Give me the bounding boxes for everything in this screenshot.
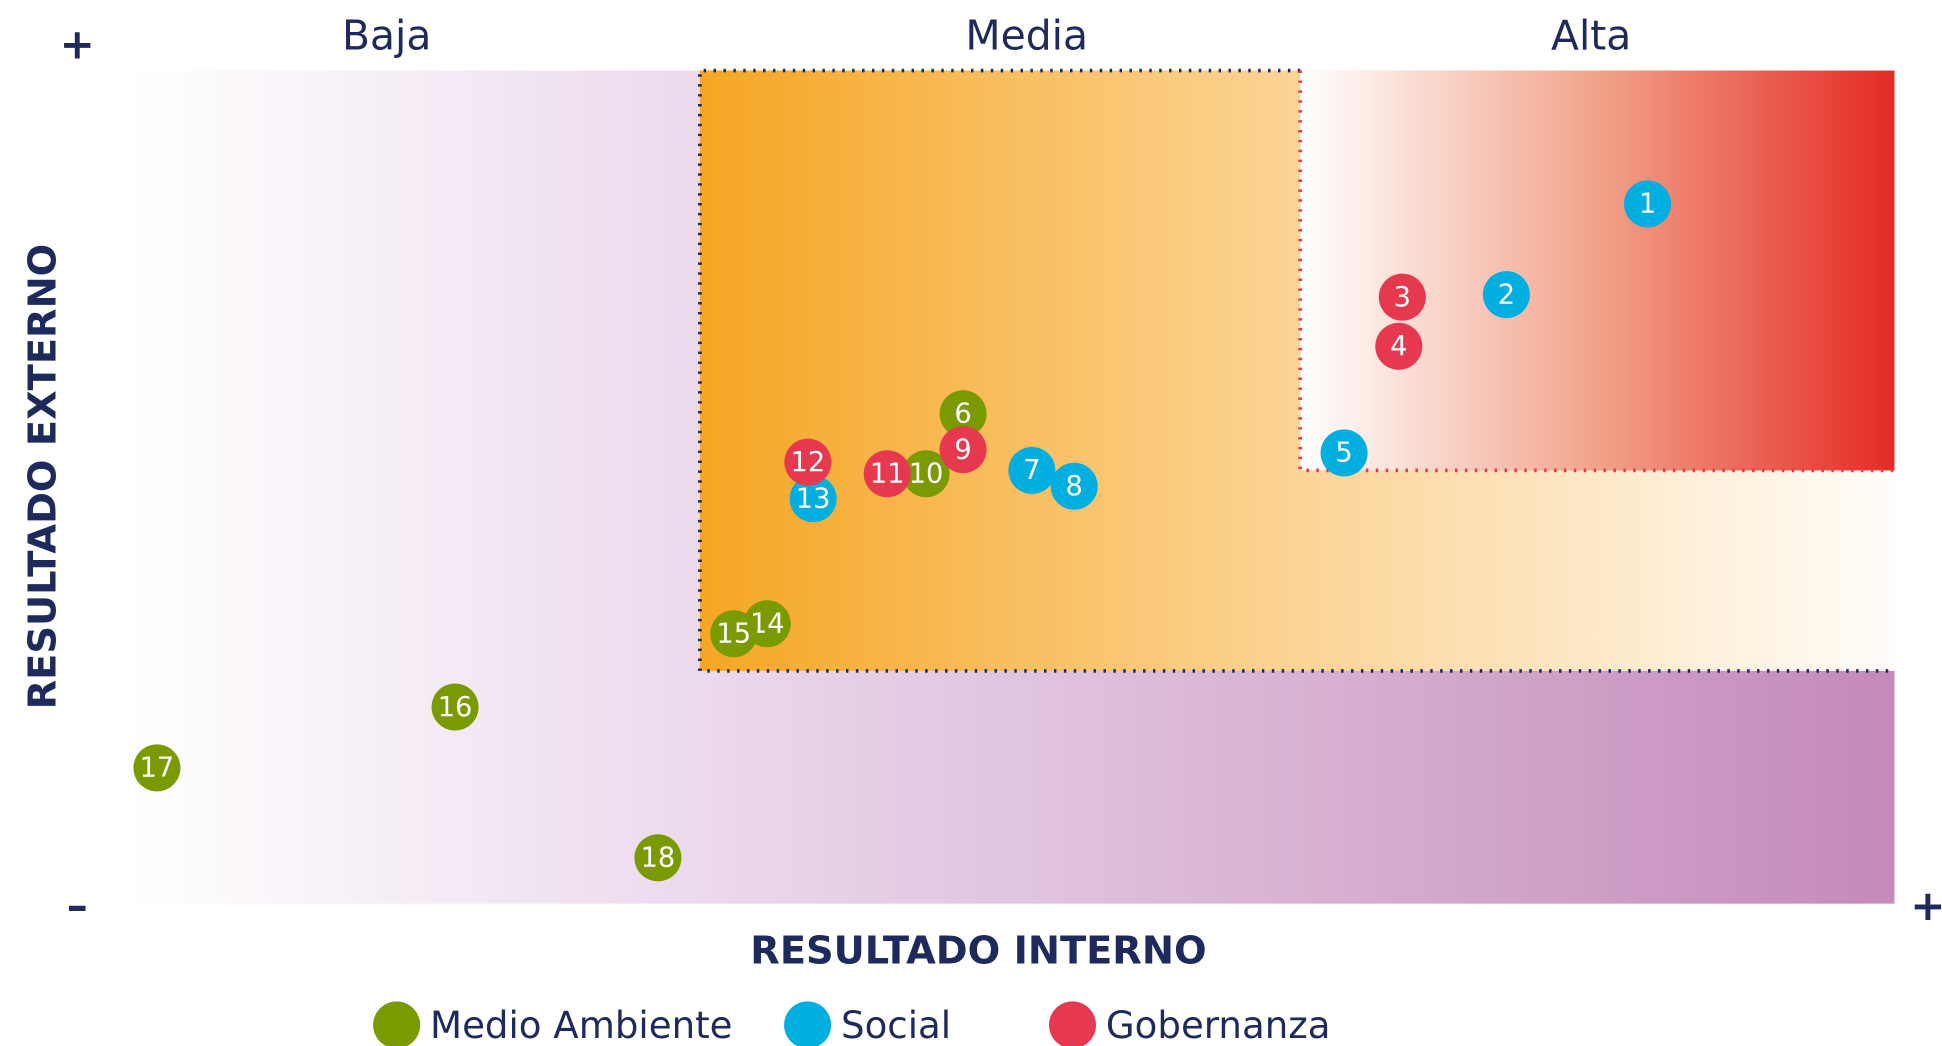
- point: [789, 475, 837, 523]
- legend-marker: [784, 1001, 832, 1046]
- axis-end: +: [1910, 881, 1942, 930]
- legend-marker: [1048, 1001, 1097, 1046]
- zone-label: Media: [965, 11, 1088, 59]
- point: [939, 426, 987, 474]
- point-label: 12: [791, 447, 826, 478]
- point-label: 2: [1498, 279, 1515, 310]
- point: [939, 390, 987, 438]
- point-label: 1: [1639, 189, 1656, 220]
- zone-medium: [699, 70, 1895, 671]
- zone-label: Alta: [1551, 11, 1631, 59]
- point: [1375, 322, 1423, 370]
- point-label: 8: [1066, 471, 1083, 502]
- point: [634, 834, 682, 882]
- point: [863, 450, 911, 498]
- legend-label: Social: [841, 1004, 951, 1046]
- point: [902, 450, 950, 498]
- legend-label: Medio Ambiente: [430, 1004, 732, 1046]
- zone-label: Baja: [342, 11, 431, 59]
- point-label: 7: [1023, 455, 1040, 486]
- point: [1320, 429, 1368, 477]
- zone-high: [1300, 70, 1895, 471]
- x-axis-label: RESULTADO INTERNO: [750, 929, 1206, 974]
- point: [710, 610, 758, 658]
- point-label: 16: [438, 692, 473, 723]
- point: [1482, 271, 1530, 319]
- point: [784, 438, 832, 486]
- point-label: 11: [870, 459, 905, 490]
- point: [1378, 273, 1426, 321]
- point-label: 18: [641, 843, 676, 874]
- axis-end: –: [67, 881, 88, 930]
- legend-label: Gobernanza: [1106, 1004, 1331, 1046]
- point: [133, 744, 181, 792]
- point: [431, 683, 479, 731]
- point-label: 17: [140, 753, 175, 784]
- point-label: 4: [1390, 331, 1407, 362]
- point-label: 13: [796, 484, 831, 515]
- legend-marker: [373, 1001, 421, 1046]
- point-label: 6: [954, 399, 971, 430]
- point-label: 5: [1335, 438, 1352, 469]
- point-label: 9: [954, 434, 971, 465]
- point-label: 3: [1394, 282, 1411, 313]
- point-label: 10: [909, 459, 944, 490]
- y-axis-label: RESULTADO EXTERNO: [21, 244, 66, 710]
- axis-end: +: [60, 20, 95, 69]
- point-label: 15: [716, 618, 751, 649]
- point: [1623, 180, 1672, 228]
- point: [1008, 446, 1056, 494]
- point: [1050, 462, 1098, 510]
